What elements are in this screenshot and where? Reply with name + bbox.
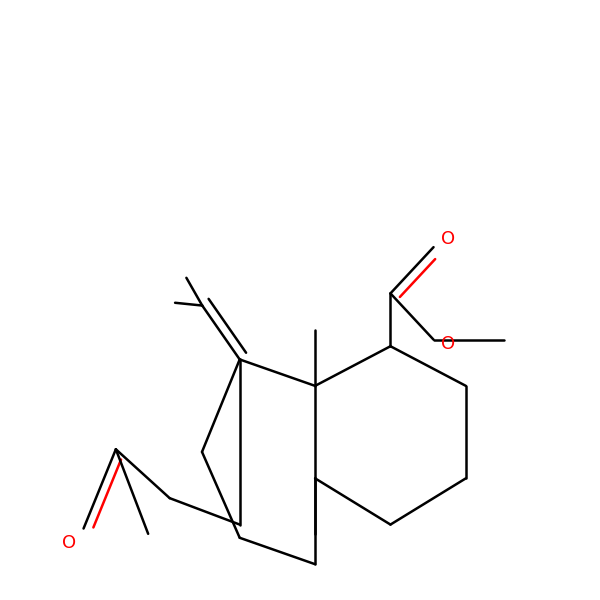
- Text: O: O: [440, 335, 455, 353]
- Text: O: O: [62, 534, 76, 552]
- Text: O: O: [440, 230, 455, 248]
